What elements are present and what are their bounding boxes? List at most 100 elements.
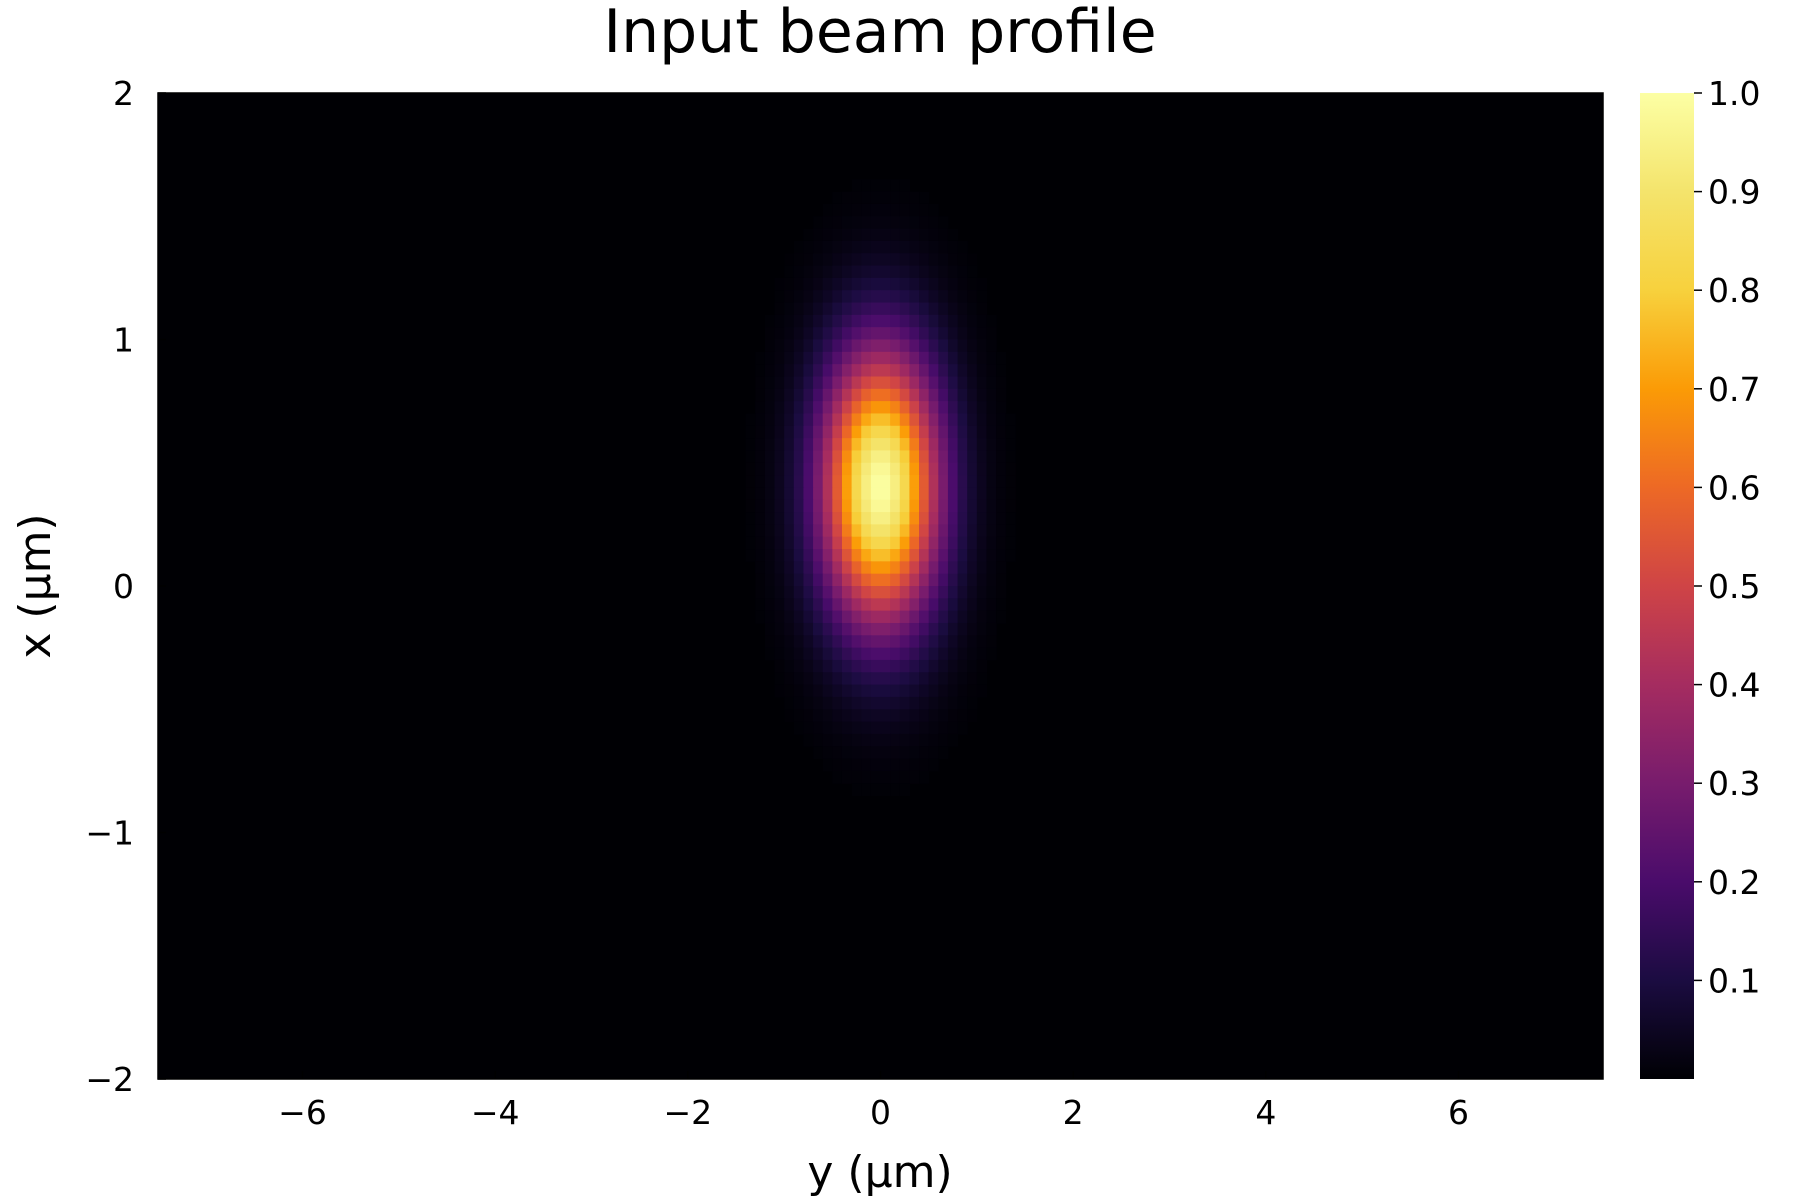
heatmap-cell xyxy=(861,709,872,723)
heatmap-cell xyxy=(890,758,901,772)
heatmap-cell xyxy=(841,191,853,205)
heatmap-cell xyxy=(813,314,824,328)
heatmap-cell xyxy=(909,610,920,624)
heatmap-cell xyxy=(822,314,833,328)
heatmap-cell xyxy=(822,376,833,390)
heatmap-cell xyxy=(764,487,776,501)
heatmap-cell xyxy=(813,561,824,575)
heatmap-cell xyxy=(909,586,920,599)
heatmap-cell xyxy=(774,438,785,452)
heatmap-cell xyxy=(755,610,766,624)
heatmap-cell xyxy=(996,364,1007,378)
heatmap-cell xyxy=(996,351,1007,365)
heatmap-cell xyxy=(841,388,853,402)
heatmap-cell xyxy=(928,536,939,550)
heatmap-cell xyxy=(832,487,843,501)
heatmap-cell xyxy=(851,450,862,464)
heatmap-cell xyxy=(928,610,939,624)
heatmap-cell xyxy=(928,302,939,316)
heatmap-cell xyxy=(880,622,891,636)
heatmap-cell xyxy=(947,561,959,575)
heatmap-cell xyxy=(938,598,949,612)
heatmap-cell xyxy=(803,265,814,279)
heatmap-cell xyxy=(803,499,814,513)
heatmap-cell xyxy=(851,240,862,254)
heatmap-cell xyxy=(880,512,891,525)
heatmap-cell xyxy=(813,512,824,525)
heatmap-cell xyxy=(909,622,920,636)
heatmap-cell xyxy=(928,758,939,772)
heatmap-cell xyxy=(793,475,805,488)
heatmap-cell xyxy=(928,659,939,673)
heatmap-cell xyxy=(841,746,853,760)
heatmap-cell xyxy=(813,216,824,230)
heatmap-cell xyxy=(803,524,814,538)
heatmap-cell xyxy=(822,746,833,760)
heatmap-cell xyxy=(928,364,939,378)
heatmap-cell xyxy=(957,438,968,452)
heatmap-cell xyxy=(784,696,795,710)
heatmap-cell xyxy=(957,450,968,464)
heatmap-cell xyxy=(832,586,843,599)
heatmap-cell xyxy=(928,277,939,291)
heatmap-cell xyxy=(957,253,968,267)
heatmap-cell xyxy=(909,462,920,476)
heatmap-cell xyxy=(880,647,891,661)
heatmap-cell xyxy=(996,561,1007,575)
heatmap-cell xyxy=(870,586,882,599)
heatmap-cell xyxy=(832,549,843,562)
heatmap-cell xyxy=(870,302,882,316)
heatmap-cell xyxy=(909,561,920,575)
heatmap-cell xyxy=(841,339,853,353)
heatmap-cell xyxy=(784,659,795,673)
heatmap-cell xyxy=(928,709,939,723)
heatmap-cell xyxy=(967,586,978,599)
heatmap-cell xyxy=(976,450,988,464)
heatmap-cell xyxy=(861,770,872,784)
heatmap-cell xyxy=(745,462,756,476)
colorbar-ticks: 0.1 0.2 0.3 0.4 0.5 0.6 0.7 0.8 0.9 1.0 xyxy=(1694,74,1760,1000)
heatmap-cell xyxy=(822,450,833,464)
heatmap-cell xyxy=(947,524,959,538)
heatmap-cell xyxy=(813,622,824,636)
heatmap-cell xyxy=(919,524,930,538)
heatmap-cell xyxy=(938,709,949,723)
heatmap-cell xyxy=(813,462,824,476)
heatmap-cell xyxy=(919,598,930,612)
heatmap-cell xyxy=(841,327,853,341)
heatmap-cell xyxy=(947,413,959,427)
heatmap-cell xyxy=(880,265,891,279)
heatmap-cell xyxy=(909,672,920,686)
heatmap-cell xyxy=(861,438,872,452)
heatmap-cell xyxy=(957,622,968,636)
heatmap-cell xyxy=(755,598,766,612)
heatmap-cell xyxy=(957,610,968,624)
heatmap-cell xyxy=(822,364,833,378)
heatmap-cell xyxy=(1005,450,1016,464)
heatmap-cell xyxy=(919,573,930,587)
heatmap-cell xyxy=(793,610,805,624)
heatmap-cell xyxy=(880,179,891,193)
heatmap-cell xyxy=(793,647,805,661)
heatmap-cell xyxy=(909,549,920,562)
heatmap-cell xyxy=(861,622,872,636)
heatmap-cell xyxy=(986,499,997,513)
heatmap-cell xyxy=(841,376,853,390)
colorbar xyxy=(1640,93,1694,1079)
heatmap-cell xyxy=(784,684,795,698)
heatmap-cell xyxy=(841,536,853,550)
heatmap-cell xyxy=(880,462,891,476)
heatmap-cell xyxy=(947,696,959,710)
heatmap-cell xyxy=(976,684,988,698)
heatmap-cell xyxy=(899,598,910,612)
heatmap-cell xyxy=(880,228,891,242)
heatmap-cell xyxy=(947,240,959,254)
heatmap-cell xyxy=(909,438,920,452)
heatmap-cell xyxy=(822,758,833,772)
heatmap-cell xyxy=(909,388,920,402)
heatmap-cell xyxy=(841,672,853,686)
heatmap-cell xyxy=(784,413,795,427)
heatmap-cell xyxy=(813,549,824,562)
colorbar-tick-label: 0.4 xyxy=(1708,666,1760,705)
heatmap-cell xyxy=(976,647,988,661)
